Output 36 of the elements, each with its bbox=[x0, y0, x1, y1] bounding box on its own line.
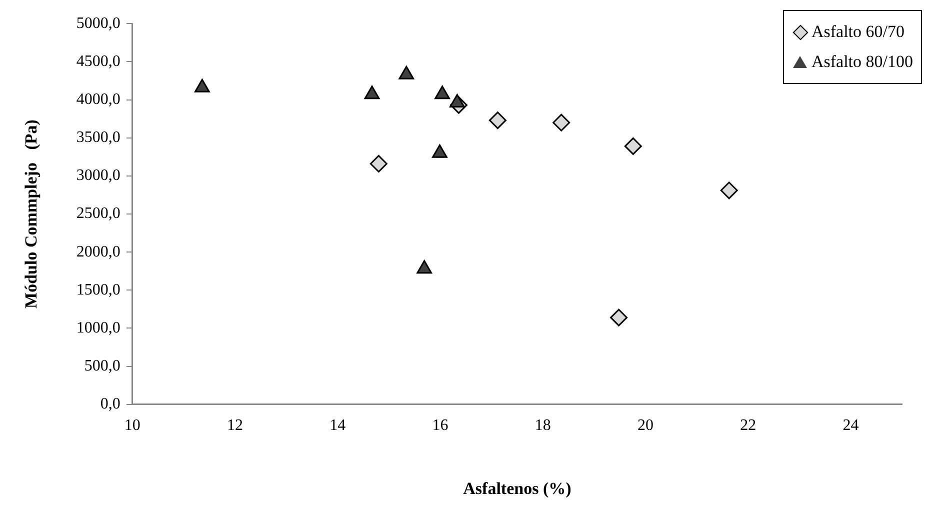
point bbox=[610, 308, 628, 326]
point bbox=[416, 260, 432, 274]
y-tick-label: 5000,0 bbox=[76, 14, 120, 32]
legend-label: Asfalto 60/70 bbox=[811, 21, 904, 43]
y-tick-label: 3000,0 bbox=[76, 167, 120, 184]
y-tick-label: 3500,0 bbox=[76, 129, 120, 146]
point bbox=[449, 94, 465, 108]
point bbox=[434, 86, 450, 100]
x-axis-title: Asfaltenos (%) bbox=[463, 479, 572, 498]
x-tick-label: 24 bbox=[842, 417, 859, 434]
y-tick-label: 500,0 bbox=[84, 358, 120, 375]
x-tick-label: 12 bbox=[227, 417, 244, 434]
y-tick-label: 2500,0 bbox=[76, 205, 120, 222]
y-tick-label: 4500,0 bbox=[76, 52, 120, 70]
y-axis-title: Módulo Commplejo (Pa) bbox=[22, 120, 41, 308]
x-tick-label: 18 bbox=[534, 417, 551, 434]
x-tick-label: 10 bbox=[124, 417, 140, 434]
x-tick-label: 14 bbox=[330, 417, 346, 434]
point bbox=[720, 182, 738, 200]
x-tick-label: 22 bbox=[740, 417, 756, 434]
point bbox=[370, 154, 388, 172]
x-tick-label: 16 bbox=[432, 417, 448, 434]
point bbox=[552, 114, 570, 132]
y-tick-label: 4000,0 bbox=[76, 90, 120, 108]
point bbox=[624, 137, 642, 155]
y-tick-label: 1000,0 bbox=[76, 319, 120, 336]
point bbox=[398, 66, 414, 80]
x-tick-label: 20 bbox=[637, 417, 654, 434]
y-tick-label: 1500,0 bbox=[76, 281, 120, 298]
y-tick-label: 0,0 bbox=[100, 396, 120, 413]
point bbox=[432, 144, 448, 158]
y-tick-label: 2000,0 bbox=[76, 243, 120, 260]
point bbox=[488, 112, 506, 130]
point bbox=[364, 86, 380, 100]
point bbox=[194, 78, 210, 92]
legend-label: Asfalto 80/100 bbox=[811, 51, 913, 73]
